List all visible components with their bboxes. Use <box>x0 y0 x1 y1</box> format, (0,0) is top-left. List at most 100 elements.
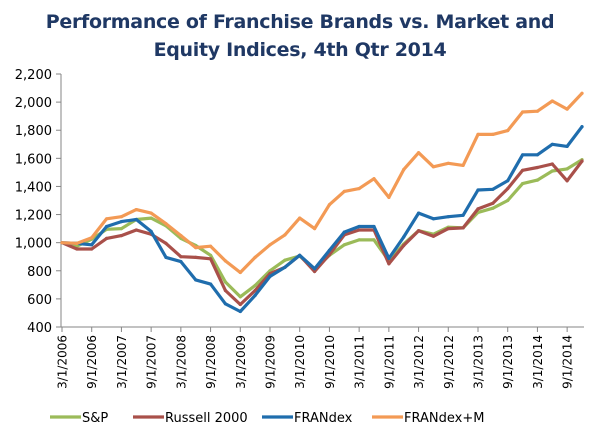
data-point <box>179 234 183 238</box>
data-point <box>149 216 153 220</box>
data-point <box>90 243 94 247</box>
legend-label: FRANdex+M <box>404 411 484 426</box>
y-tick-label: 800 <box>27 265 52 280</box>
data-point <box>119 234 123 238</box>
data-point <box>238 309 242 314</box>
data-point <box>431 217 435 221</box>
data-point <box>164 222 168 226</box>
data-point <box>387 195 391 199</box>
x-tick-label: 3/1/2010 <box>293 335 307 389</box>
data-point <box>223 280 227 284</box>
data-point <box>387 256 391 260</box>
data-point <box>357 238 361 242</box>
data-point <box>268 274 272 278</box>
data-point <box>550 169 554 173</box>
x-tick-label: 9/1/2006 <box>85 335 99 389</box>
data-point <box>313 269 317 274</box>
data-point <box>402 168 406 172</box>
y-tick-label: 1,200 <box>15 209 52 224</box>
data-point <box>134 228 138 232</box>
data-point <box>105 224 109 229</box>
data-point <box>342 243 346 247</box>
data-point <box>565 144 569 148</box>
data-point <box>535 109 540 113</box>
x-tick-label: 3/1/2009 <box>234 335 248 389</box>
legend-item: FRANdex+M <box>372 411 484 426</box>
chart-title-line-1: Performance of Franchise Brands vs. Mark… <box>45 11 555 33</box>
data-point <box>476 188 480 192</box>
data-point <box>446 161 450 165</box>
data-point <box>164 255 168 259</box>
y-tick-label: 600 <box>27 293 52 308</box>
data-point <box>461 163 465 167</box>
y-axis: 400 600 800 1,000 1,200 1,400 1,600 1,800 2,000 2… <box>15 68 62 336</box>
data-point <box>134 208 138 212</box>
data-point <box>60 241 64 245</box>
data-point <box>417 211 421 215</box>
data-point <box>194 246 198 250</box>
data-point <box>253 255 257 259</box>
legend-label: Russell 2000 <box>165 411 248 426</box>
data-point <box>491 132 495 136</box>
data-point <box>283 233 287 237</box>
y-tick-label: 400 <box>27 321 52 336</box>
data-point <box>342 189 346 193</box>
data-point <box>209 244 213 248</box>
data-point <box>298 253 302 257</box>
data-point <box>75 247 79 251</box>
data-point <box>149 229 153 233</box>
data-point <box>431 165 435 169</box>
legend-label: FRANdex <box>294 411 353 426</box>
series-line <box>60 91 584 275</box>
series-russell-2000 <box>60 159 584 307</box>
data-point <box>209 253 213 257</box>
series-frandex <box>60 125 584 314</box>
data-point <box>313 267 317 271</box>
data-point <box>149 211 153 215</box>
data-point <box>119 215 123 219</box>
x-tick-label: 3/1/2011 <box>353 335 367 389</box>
data-point <box>402 235 406 239</box>
data-point <box>372 224 376 229</box>
data-point <box>357 224 361 229</box>
data-point <box>134 217 138 222</box>
data-point <box>431 234 435 238</box>
y-tick-label: 1,800 <box>15 124 52 139</box>
data-point <box>209 282 213 286</box>
data-point <box>342 230 346 234</box>
legend-item: Russell 2000 <box>133 411 248 426</box>
series-frandex-m <box>60 91 584 275</box>
y-tick-label: 2,200 <box>15 68 52 83</box>
series-s-p <box>60 158 584 299</box>
data-point <box>283 265 287 269</box>
legend: S&P Russell 2000 FRANdex FRANdex+M <box>50 411 484 426</box>
data-point <box>535 178 540 182</box>
x-tick-label: 3/1/2012 <box>412 335 426 389</box>
data-point <box>565 167 569 171</box>
data-point <box>357 187 361 191</box>
data-point <box>119 220 123 224</box>
chart-title-line-2: Equity Indices, 4th Qtr 2014 <box>153 39 447 61</box>
data-point <box>565 107 569 111</box>
data-point <box>253 288 257 293</box>
data-point <box>223 302 227 306</box>
data-point <box>506 179 510 183</box>
data-point <box>521 153 525 157</box>
x-axis: 3/1/2006 9/1/2006 3/1/2007 9/1/2007 3/1/2008… <box>56 326 584 389</box>
data-point <box>238 295 242 299</box>
data-point <box>580 91 584 95</box>
data-point <box>90 236 94 240</box>
x-tick-label: 9/1/2013 <box>501 335 515 389</box>
data-point <box>491 201 495 205</box>
data-point <box>387 262 391 266</box>
x-tick-label: 9/1/2012 <box>442 335 456 389</box>
data-point <box>417 229 421 233</box>
data-point <box>372 238 376 242</box>
data-point <box>476 132 480 136</box>
legend-label: S&P <box>82 411 108 426</box>
x-tick-label: 9/1/2011 <box>382 335 396 389</box>
data-point <box>209 257 213 261</box>
data-point <box>194 255 198 259</box>
data-point <box>446 227 450 231</box>
data-point <box>521 110 525 114</box>
